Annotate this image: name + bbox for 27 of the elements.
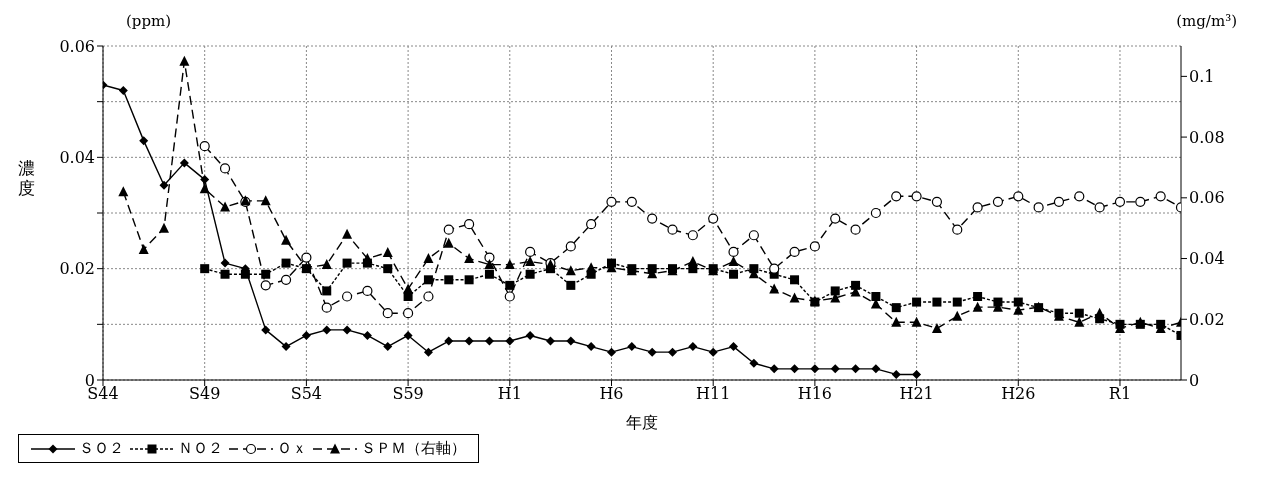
y2-tick-label: 0.02 [1189,309,1225,329]
legend-label: ＳＰＭ（右軸） [361,439,466,458]
y-tick-label: 0.06 [59,36,95,56]
x-tick-label: S49 [189,384,221,404]
x-tick-label: S54 [290,384,323,404]
y2-tick-label: 0.08 [1189,127,1225,147]
x-tick-label: H16 [797,384,833,404]
y-tick-label: 0.02 [59,259,95,279]
y2-tick-label: 0.04 [1189,249,1225,269]
x-axis-title: 年度 [626,413,658,432]
legend-label: ＮＯ２ [178,439,223,458]
x-tick-label: H1 [497,384,522,404]
y-tick-label: 0.04 [59,148,95,168]
y2-tick-label: 0 [1189,370,1200,390]
x-tick-label: H26 [1001,384,1036,404]
y2-tick-label: 0.1 [1189,67,1215,87]
x-tick-label: R1 [1108,384,1132,404]
legend-label: ＳＯ２ [79,439,124,458]
x-tick-label: S59 [392,384,424,404]
x-tick-label: H11 [696,384,731,404]
legend-label: Ｏｘ [277,439,307,458]
y2-axis-title: (mg/m³) [1176,12,1237,30]
y-axis-title: 濃度 [16,158,36,198]
text: (ppm) [126,12,172,30]
x-tick-label: H21 [899,384,934,404]
x-tick-label: H6 [599,384,624,404]
y2-tick-label: 0.06 [1189,188,1225,208]
